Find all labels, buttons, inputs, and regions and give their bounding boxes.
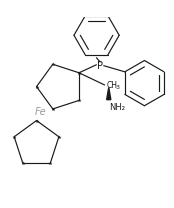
Text: NH₂: NH₂ [110, 103, 126, 112]
Polygon shape [107, 88, 111, 100]
Text: Fe: Fe [35, 107, 47, 117]
Text: CH: CH [107, 81, 118, 90]
Text: P: P [97, 61, 103, 71]
Text: 3: 3 [115, 85, 119, 90]
